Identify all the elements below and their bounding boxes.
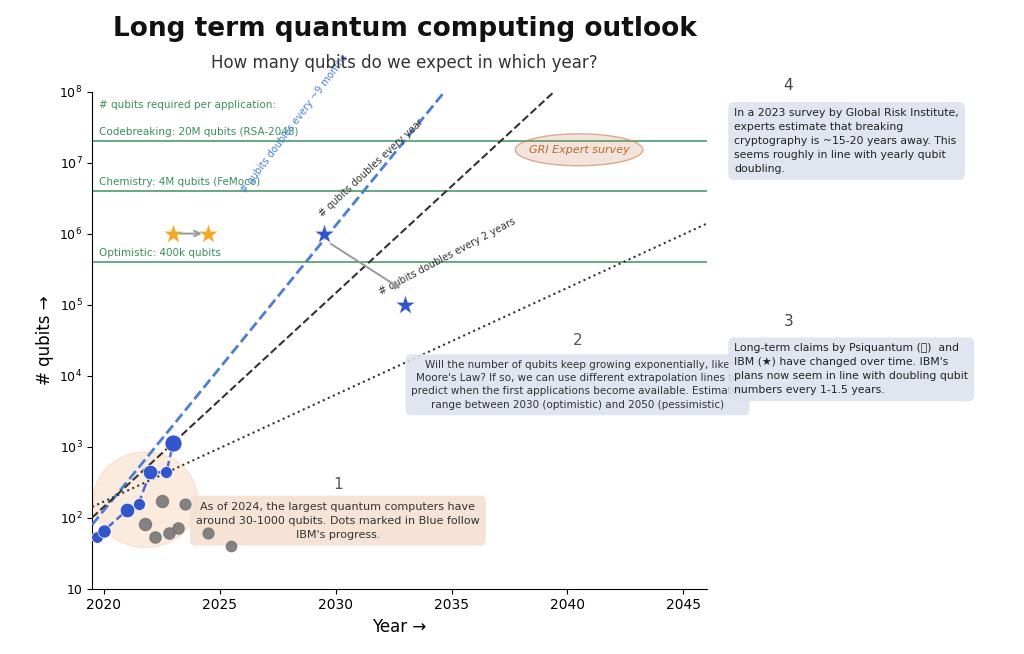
Point xyxy=(165,438,181,448)
Point xyxy=(315,228,332,239)
Point xyxy=(137,519,154,530)
Point xyxy=(161,528,177,539)
Point xyxy=(170,523,186,533)
Text: Will the number of qubits keep growing exponentially, like
Moore's Law? If so, w: Will the number of qubits keep growing e… xyxy=(412,360,743,409)
Point xyxy=(95,526,112,536)
Text: GRI Expert survey: GRI Expert survey xyxy=(528,145,630,155)
Text: Chemistry: 4M qubits (FeMoco): Chemistry: 4M qubits (FeMoco) xyxy=(99,177,260,186)
Point xyxy=(89,532,105,542)
Point xyxy=(200,228,216,239)
Point xyxy=(146,532,163,542)
Text: # qubits required per application:: # qubits required per application: xyxy=(99,100,276,110)
Point xyxy=(165,228,181,239)
Text: Long term quantum computing outlook: Long term quantum computing outlook xyxy=(113,16,696,43)
Point xyxy=(177,498,194,509)
Text: 1: 1 xyxy=(333,477,343,492)
Polygon shape xyxy=(515,134,643,165)
Text: # qubits doubles every ~9 months: # qubits doubles every ~9 months xyxy=(240,52,350,194)
Y-axis label: # qubits →: # qubits → xyxy=(36,295,54,385)
Text: 3: 3 xyxy=(783,314,794,329)
Text: # qubits doubles every 2 years: # qubits doubles every 2 years xyxy=(377,216,517,298)
Text: Codebreaking: 20M qubits (RSA-2048): Codebreaking: 20M qubits (RSA-2048) xyxy=(99,127,299,137)
Point xyxy=(397,300,414,310)
Point xyxy=(223,541,240,551)
Point xyxy=(142,467,159,477)
Point xyxy=(154,496,170,506)
Point xyxy=(130,498,146,509)
Polygon shape xyxy=(93,452,198,548)
Text: As of 2024, the largest quantum computers have
around 30-1000 qubits. Dots marke: As of 2024, the largest quantum computer… xyxy=(196,502,480,540)
X-axis label: Year →: Year → xyxy=(373,618,426,636)
Point xyxy=(200,528,216,539)
Text: Optimistic: 400k qubits: Optimistic: 400k qubits xyxy=(99,247,221,258)
Text: 2: 2 xyxy=(572,332,583,347)
Text: 4: 4 xyxy=(783,78,794,94)
Text: In a 2023 survey by Global Risk Institute,
experts estimate that breaking
crypto: In a 2023 survey by Global Risk Institut… xyxy=(734,108,958,174)
Text: Long-term claims by Psiquantum (⭐)  and
IBM (★) have changed over time. IBM's
pl: Long-term claims by Psiquantum (⭐) and I… xyxy=(734,343,969,396)
Point xyxy=(119,505,135,515)
Point xyxy=(158,467,174,477)
Text: How many qubits do we expect in which year?: How many qubits do we expect in which ye… xyxy=(211,54,598,72)
Text: # qubits doubles every year: # qubits doubles every year xyxy=(317,118,425,219)
